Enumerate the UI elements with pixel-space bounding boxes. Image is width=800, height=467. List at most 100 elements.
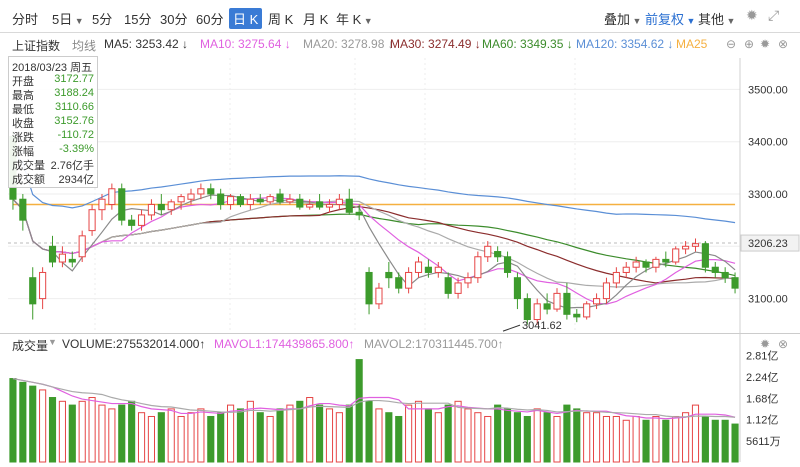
volume-bar [187,412,195,463]
candle-body [494,251,502,258]
overlay-menu[interactable]: 叠加 ▼ [604,12,642,27]
volume-bar [573,408,581,463]
candle-body [197,188,205,195]
tab-3[interactable]: 15分 [124,9,151,28]
volume-bar [395,415,403,463]
volume-caret-icon[interactable]: ▼ [48,337,57,347]
volume-bar [108,408,116,463]
volume-bar [444,404,452,463]
close-icon[interactable]: ⊗ [778,37,789,51]
candle-body [157,203,165,211]
candle-body [306,203,314,208]
volume-close-icon[interactable]: ⊗ [778,337,789,351]
volume-bar [306,397,314,463]
volume-gear-icon[interactable]: ✹ [760,337,771,351]
volume-title: 成交量 [12,339,49,353]
low-marker-label: 3041.62 [522,320,562,332]
volume-bar [414,400,423,463]
tooltip-row: 最低 3110.66 [12,101,94,116]
tab-7[interactable]: 周 K [268,9,293,28]
tooltip-date: 2018/03/23 周五 [12,62,93,74]
volume-bar [543,412,551,463]
volume-bar [701,415,709,463]
volume-bar [29,385,37,463]
tab-0[interactable]: 分时 [12,9,38,28]
price-tick-label: 3500.00 [748,84,788,96]
add-icon[interactable]: ⊕ [744,37,755,51]
tooltip-value: 3188.24 [54,87,94,99]
candle-body [345,198,353,213]
volume-bar [375,408,383,463]
collapse-icon[interactable]: ⊖ [726,37,737,51]
tooltip-label: 最高 [12,90,34,102]
gear-icon[interactable]: ✹ [760,37,771,51]
other-menu[interactable]: 其他 ▼ [698,12,736,27]
candle-body [395,277,403,289]
candle-body [118,188,126,221]
tab-9[interactable]: 年 K ▼ [336,9,373,28]
adjust-menu[interactable]: 前复权 ▼ [645,12,696,27]
tab-1[interactable]: 5日 ▼ [52,9,84,28]
candle-body [236,196,245,205]
volume-bar [424,408,432,463]
settings-icon[interactable]: ✹ [746,7,758,23]
volume-value: VOLUME:275532014.000↑ [62,337,206,351]
candle-body [98,198,106,211]
volume-bar [652,415,660,463]
volume-bar [711,419,719,463]
ma-type[interactable]: 均线 [72,39,97,53]
candle-body [187,193,195,200]
candle-body [266,196,274,203]
volume-tick-label: 1.68亿 [746,392,778,405]
candle-body [58,253,66,263]
price-tick-label: 3100.00 [748,294,788,306]
volume-bar [365,400,373,463]
candle-body [375,287,383,305]
volume-bar [494,404,502,463]
candle-body [612,271,620,284]
mavol2-value: MAVOL2:170311445.700↑ [364,337,504,351]
volume-bar [227,404,235,463]
candle-body [682,245,690,250]
tooltip-row: 开盘 3172.77 [12,73,94,88]
volume-bar [632,415,640,463]
ma5-label: MA5: 3253.42 ↓ [104,37,189,51]
current-price-label: 3206.23 [748,238,788,250]
volume-bar [335,412,343,463]
candle-body [652,258,660,268]
price-tick-label: 3400.00 [748,137,788,149]
tooltip-label: 涨幅 [12,146,34,158]
candle-body [88,209,96,232]
tab-6[interactable]: 日 K [229,8,263,29]
tooltip-row: 最高 3188.24 [12,87,94,102]
volume-bar [434,412,442,463]
expand-icon[interactable]: ⤢ [768,7,780,23]
tab-4[interactable]: 30分 [160,9,187,28]
tab-8[interactable]: 月 K [303,9,328,28]
mavol2-line [12,377,736,418]
candle-body [137,214,146,226]
tab-2[interactable]: 5分 [92,9,112,28]
volume-bar [246,400,254,463]
volume-bar [296,400,304,463]
tab-5[interactable]: 60分 [196,9,223,28]
candle-body [622,266,630,273]
tooltip-label: 成交量 [12,160,45,172]
volume-tick-label: 2.24亿 [746,371,778,384]
volume-bar [513,412,521,463]
volume-bar [464,408,472,463]
volume-bar [682,412,690,463]
volume-bar [721,419,729,463]
candle-body [563,292,571,315]
candle-body [424,266,432,273]
tooltip-value: 3152.76 [54,115,94,127]
candle-body [573,313,581,318]
candle-body [256,198,264,203]
volume-bar [731,423,739,463]
tooltip-label: 开盘 [12,76,34,88]
candle-body [325,203,334,208]
ma25-label: MA25 [676,37,708,51]
candle-body [711,266,719,273]
ma10-label: MA10: 3275.64 ↓ [200,37,291,51]
